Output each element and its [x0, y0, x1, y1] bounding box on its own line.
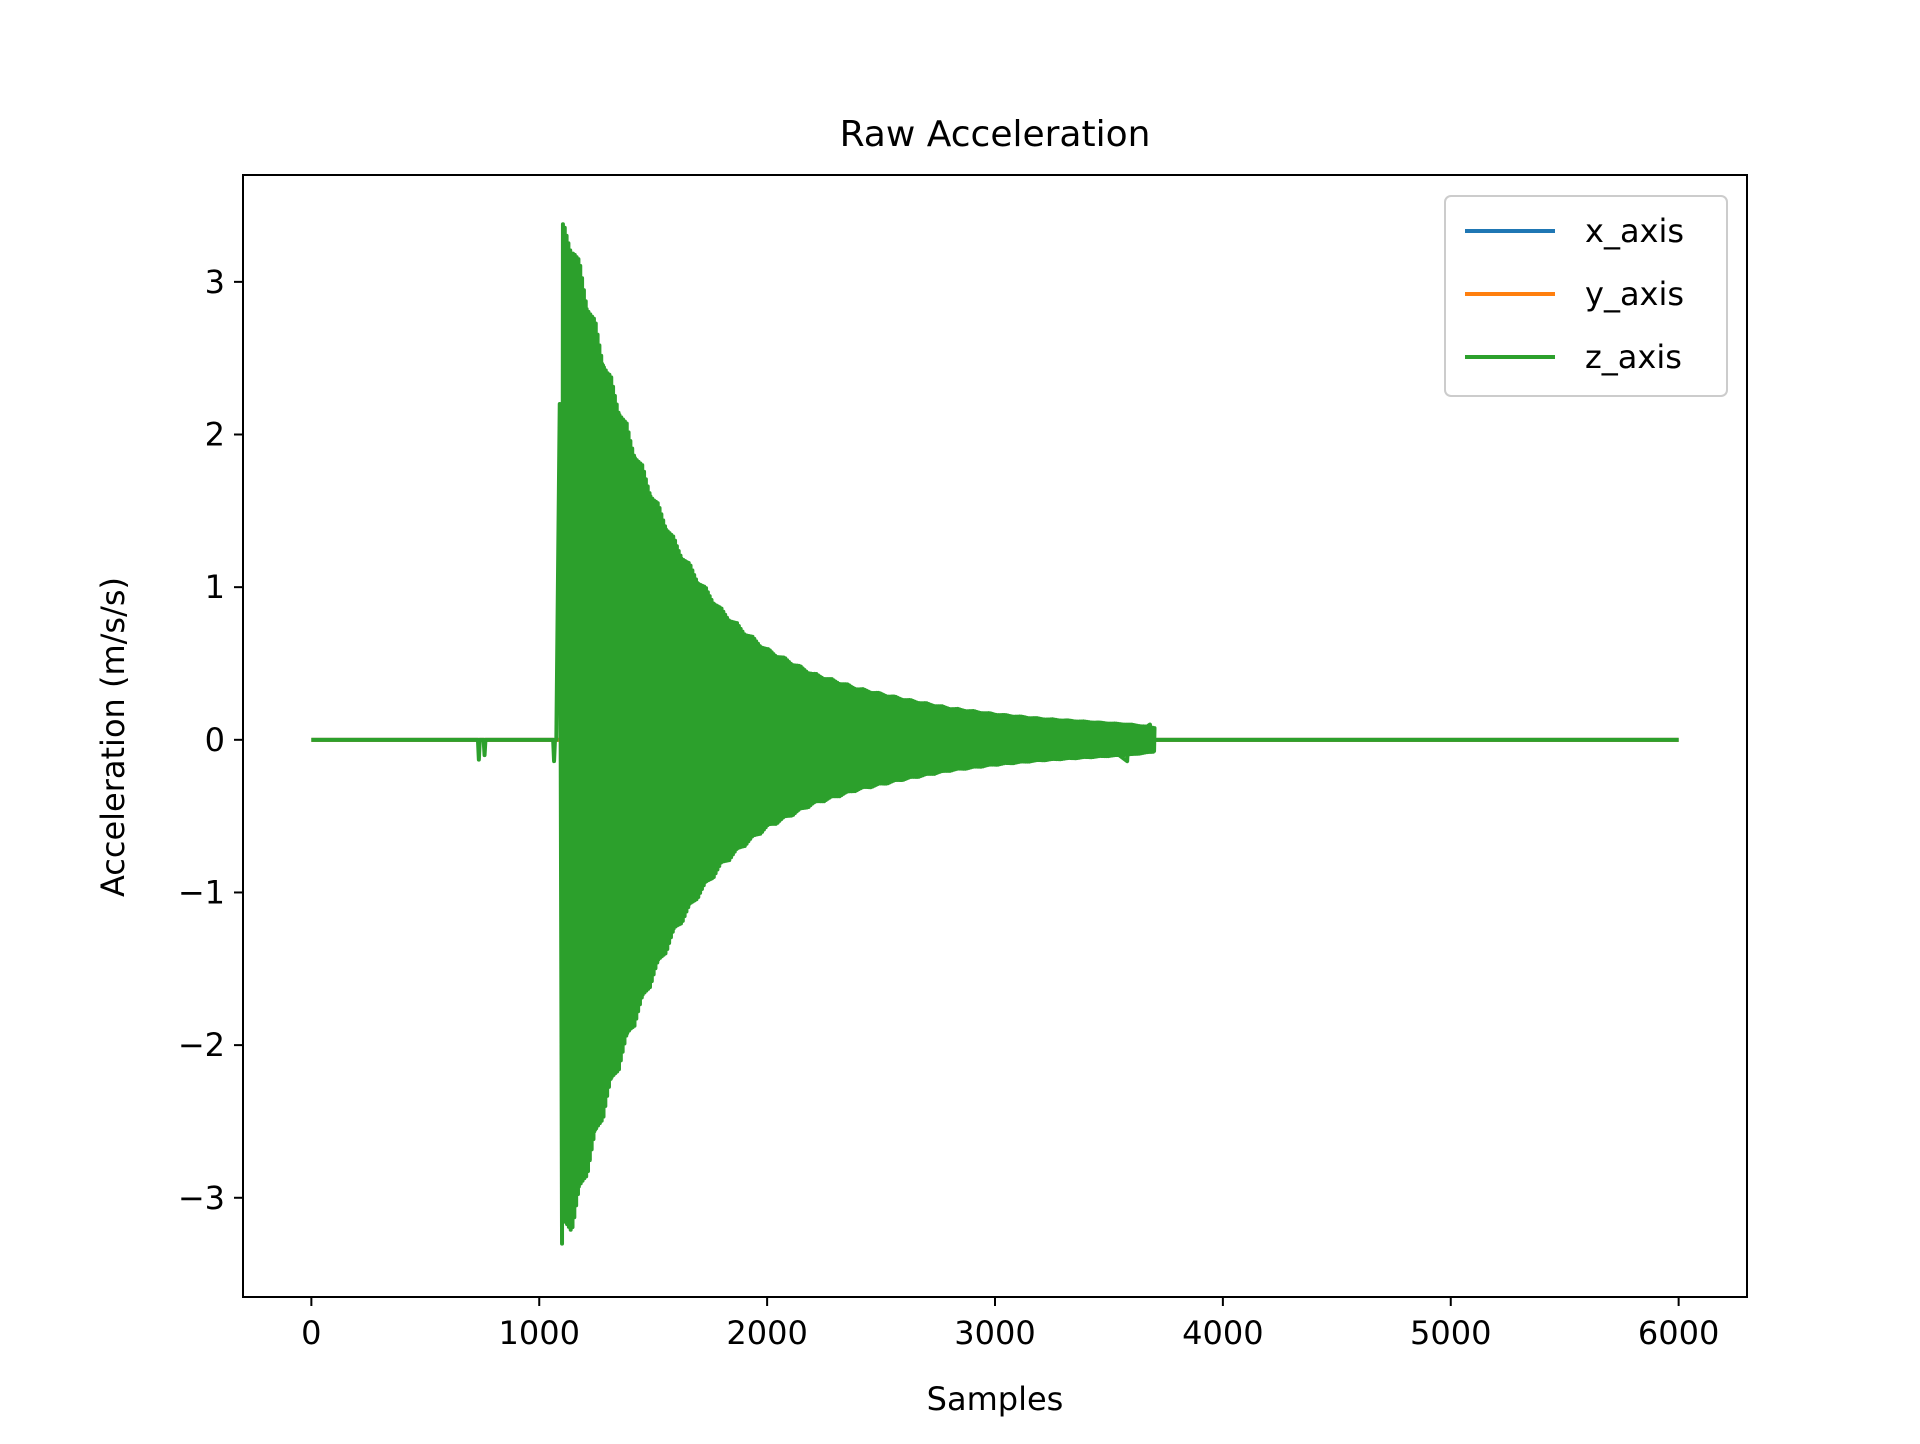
chart-title: Raw Acceleration [840, 114, 1151, 155]
y-tick-label: −1 [178, 873, 225, 911]
y-tick-label: 2 [205, 416, 225, 454]
x-tick-label: 0 [301, 1314, 321, 1352]
plot-area [311, 222, 1679, 1246]
series-line-z_axis [311, 222, 1679, 1246]
y-axis-label: Acceleration (m/s/s) [94, 577, 132, 897]
x-tick-label: 2000 [726, 1314, 807, 1352]
legend-label-y_axis: y_axis [1585, 275, 1684, 313]
y-tick-label: −2 [178, 1026, 225, 1064]
y-tick-label: 3 [205, 263, 225, 301]
legend-box [1444, 195, 1728, 397]
y-tick-label: 0 [205, 721, 225, 759]
x-tick-label: 6000 [1638, 1314, 1719, 1352]
x-tick-label: 4000 [1182, 1314, 1263, 1352]
legend-label-x_axis: x_axis [1585, 212, 1684, 250]
x-tick-label: 5000 [1410, 1314, 1491, 1352]
x-tick-label: 1000 [499, 1314, 580, 1352]
legend-label-z_axis: z_axis [1585, 338, 1682, 376]
legend: x_axis y_axis z_axis [1444, 195, 1728, 397]
x-tick-label: 3000 [954, 1314, 1035, 1352]
y-tick-label: −3 [178, 1179, 225, 1217]
y-tick-label: 1 [205, 568, 225, 606]
x-axis-label: Samples [927, 1380, 1064, 1418]
ticks-group: 0 1000 2000 3000 4000 5000 6000 3 2 1 0 −1 −2 −3 [178, 263, 1720, 1352]
